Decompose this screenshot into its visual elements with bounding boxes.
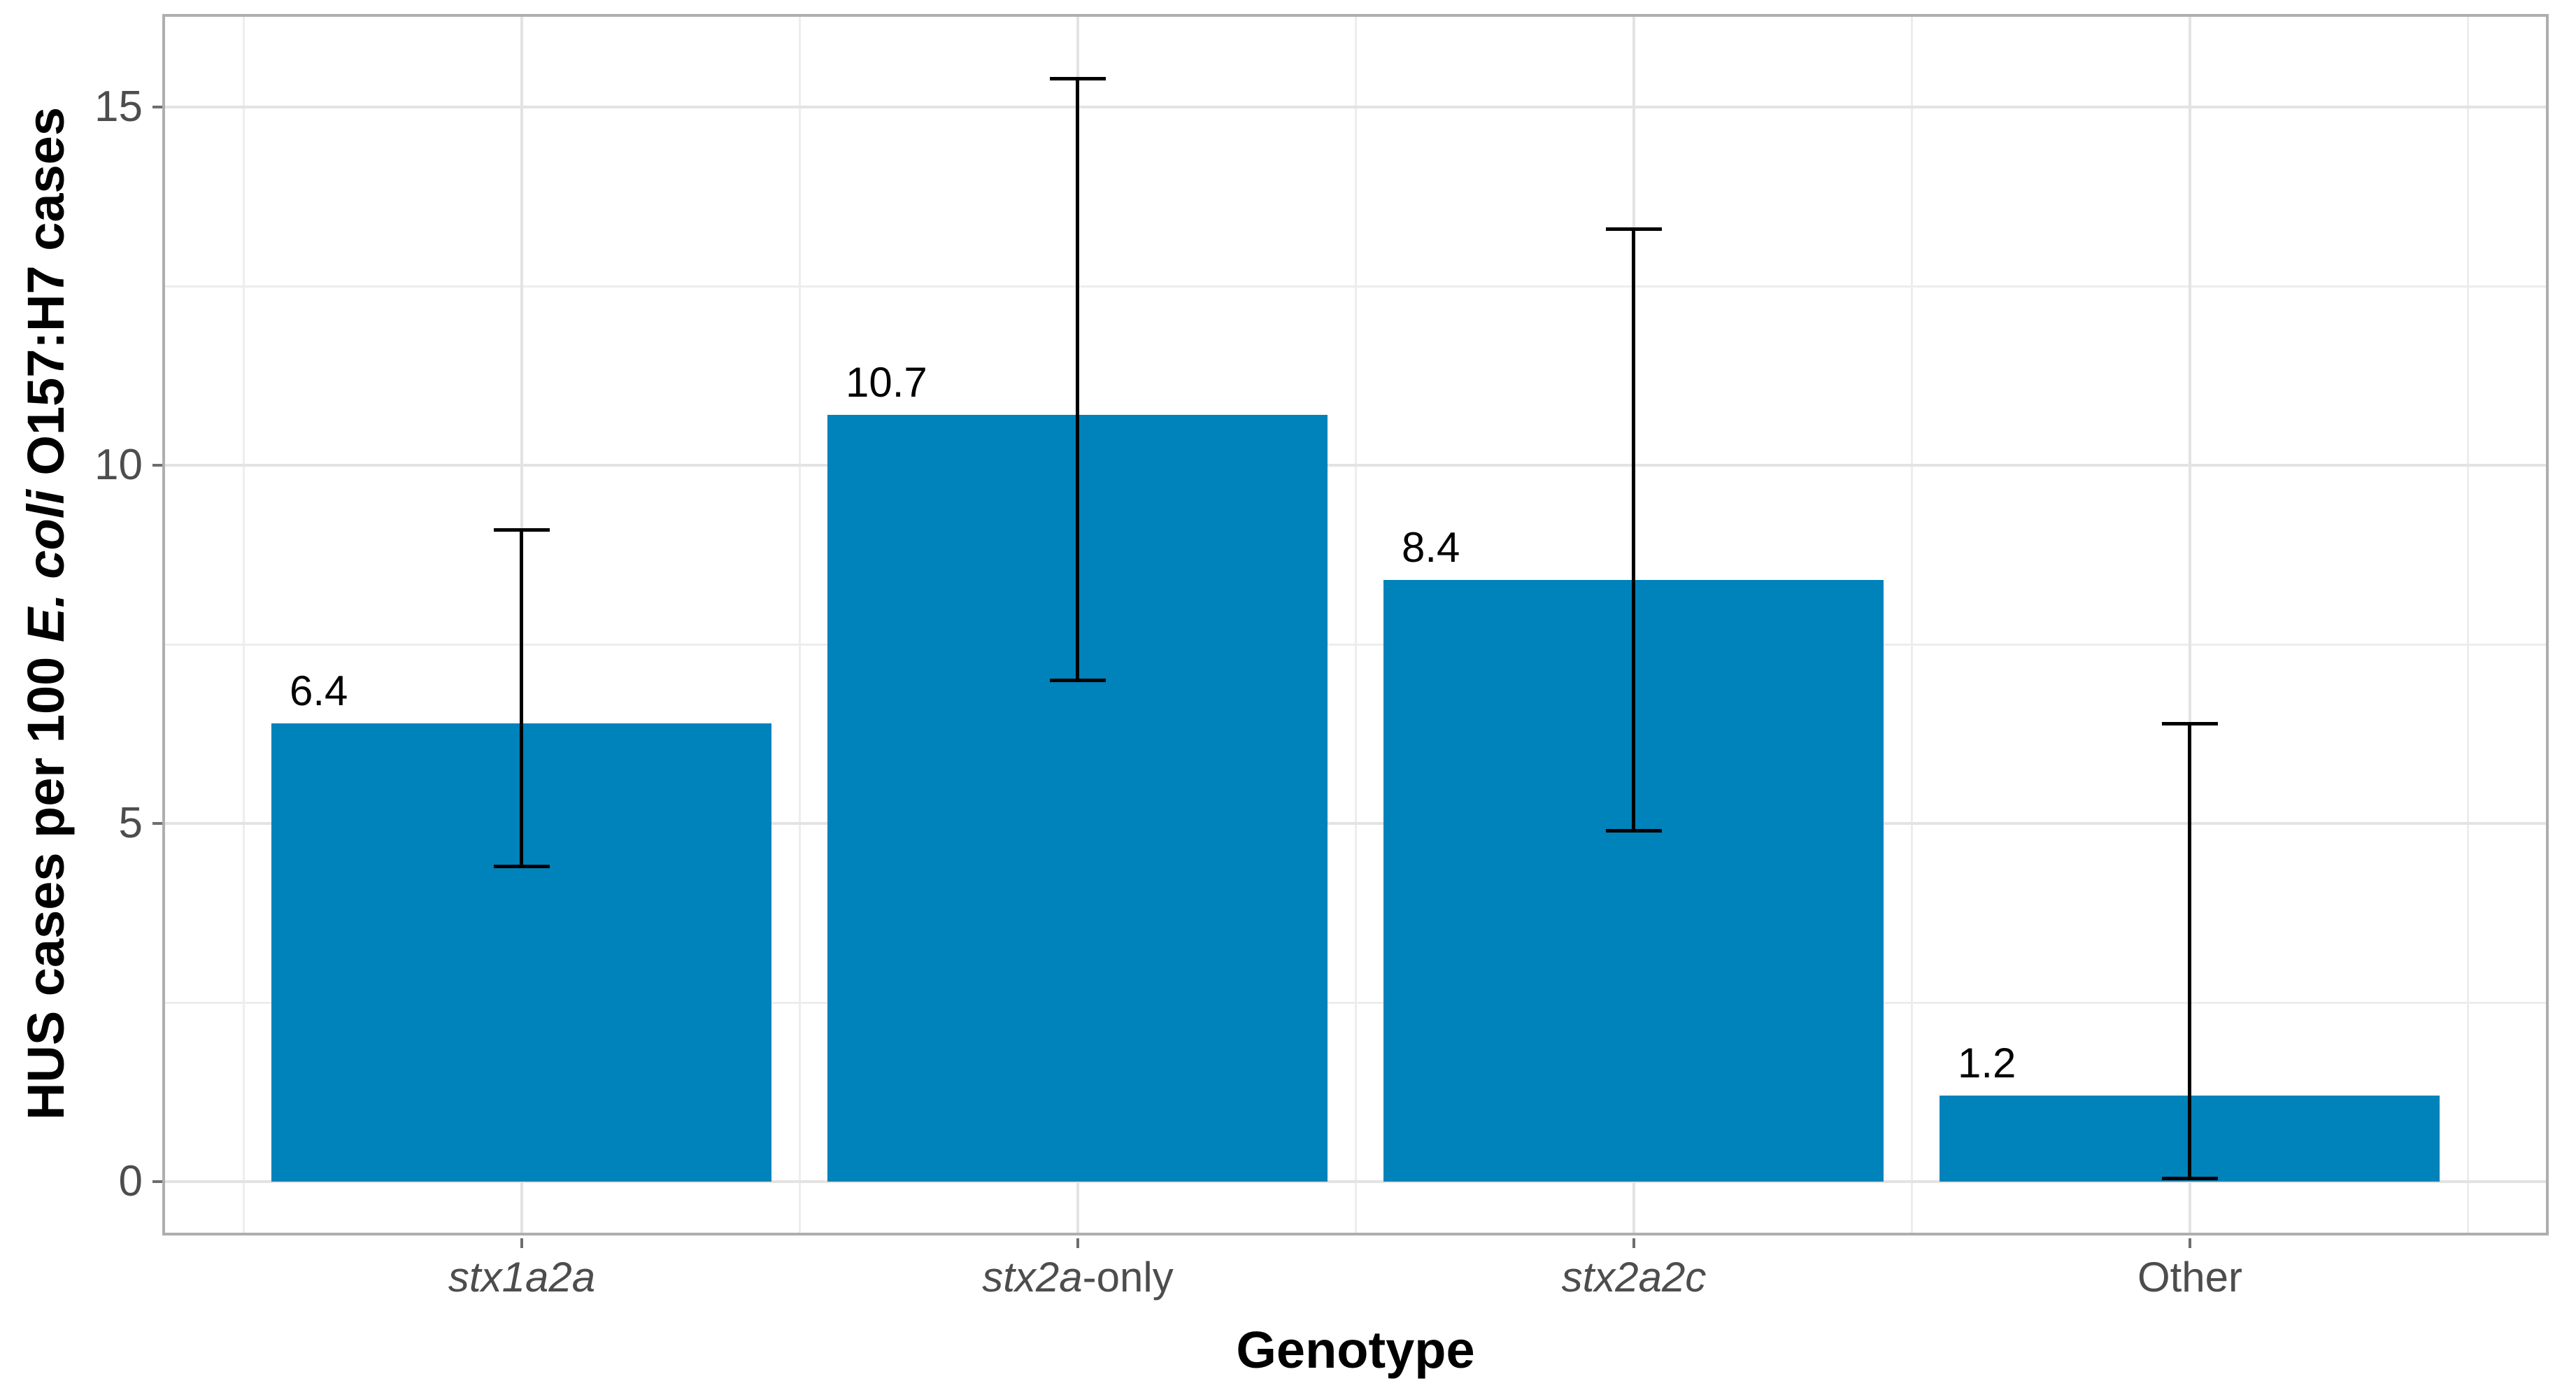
x-axis-tick xyxy=(1076,1238,1079,1248)
x-tick-label-stx2a2c: stx2a2c xyxy=(1356,1254,1912,1301)
y-tick-label: 10 xyxy=(94,441,143,489)
gridline-minor-x xyxy=(799,14,801,1235)
errorbar-cap-bottom xyxy=(2161,1176,2218,1180)
bar-value-label: 1.2 xyxy=(1958,1040,2016,1087)
errorbar-cap-top xyxy=(2161,721,2218,725)
x-axis-tick xyxy=(2188,1238,2191,1248)
gridline-major-y xyxy=(162,822,2549,825)
gridline-minor-x xyxy=(243,14,245,1235)
gridline-major-y xyxy=(162,1180,2549,1183)
y-tick-label: 0 xyxy=(118,1157,143,1205)
y-tick-label: 5 xyxy=(118,799,143,847)
x-axis-title: Genotype xyxy=(1236,1321,1475,1379)
gridline-major-y xyxy=(162,106,2549,108)
y-title-segment: HUS cases per 100 xyxy=(17,642,75,1120)
x-axis-tick xyxy=(1632,1238,1635,1248)
bar-value-label: 10.7 xyxy=(846,359,927,406)
x-tick-label-stx2a-only: stx2a-only xyxy=(800,1254,1356,1301)
errorbar-cap-bottom xyxy=(493,865,550,869)
y-tick-label: 15 xyxy=(94,83,143,131)
bar-value-label: 6.4 xyxy=(290,667,348,714)
errorbar-cap-bottom xyxy=(1049,679,1106,683)
errorbar-cap-top xyxy=(1605,227,1662,232)
errorbar-stem xyxy=(520,530,523,867)
italic-text-segment: stx2a2c xyxy=(1561,1254,1707,1301)
y-axis-tick xyxy=(152,1180,162,1183)
errorbar-stem xyxy=(1076,78,1079,681)
gridline-major-y xyxy=(162,464,2549,467)
gridline-minor-x xyxy=(2467,14,2469,1235)
bar-value-label: 8.4 xyxy=(1402,523,1460,571)
x-tick-label-Other: Other xyxy=(1912,1254,2468,1301)
errorbar-stem xyxy=(1632,229,1635,831)
text-segment: Other xyxy=(2137,1254,2243,1301)
errorbar-cap-bottom xyxy=(1605,829,1662,833)
gridline-minor-x xyxy=(1911,14,1913,1235)
gridline-minor-x xyxy=(1355,14,1357,1235)
y-axis-tick xyxy=(152,464,162,467)
x-axis-tick xyxy=(520,1238,523,1248)
y-title-italic-segment: E. coli xyxy=(17,490,75,643)
errorbar-cap-top xyxy=(1049,77,1106,81)
y-axis-title: HUS cases per 100 E. coli O157:H7 cases xyxy=(17,14,76,1213)
errorbar-stem xyxy=(2188,723,2191,1178)
y-axis-tick xyxy=(152,106,162,108)
gridline-major-x xyxy=(2188,14,2191,1235)
errorbar-cap-top xyxy=(493,528,550,532)
y-axis-tick xyxy=(152,822,162,825)
y-title-segment: O157:H7 cases xyxy=(17,107,75,490)
italic-text-segment: stx2a xyxy=(982,1254,1083,1301)
x-tick-label-stx1a2a: stx1a2a xyxy=(244,1254,800,1301)
text-segment: -only xyxy=(1082,1254,1174,1301)
plot-panel: 6.4 10.7 8.4 1.2 xyxy=(162,14,2549,1235)
italic-text-segment: stx1a2a xyxy=(448,1254,596,1301)
